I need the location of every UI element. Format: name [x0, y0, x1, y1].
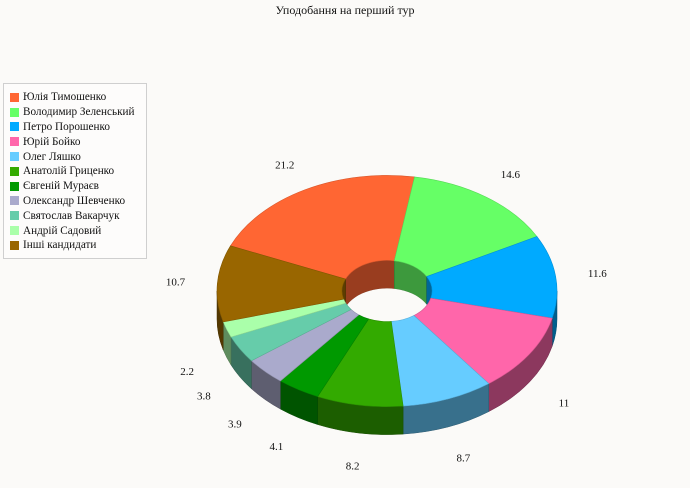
value-label: 8.2: [346, 460, 360, 472]
legend-label: Інші кандидати: [23, 239, 97, 252]
legend-label: Євгеній Мураєв: [23, 180, 99, 193]
legend-item[interactable]: Анатолій Гриценко: [10, 164, 146, 179]
slice-tops: [216, 175, 558, 407]
legend-swatch: [10, 92, 19, 102]
legend-swatch: [10, 226, 19, 236]
legend-item[interactable]: Юрій Бойко: [10, 134, 146, 149]
legend-label: Олег Ляшко: [23, 150, 81, 163]
legend-label: Петро Порошенко: [23, 120, 110, 133]
legend-swatch: [10, 152, 19, 162]
legend-swatch: [10, 211, 19, 221]
legend-label: Юлія Тимошенко: [23, 91, 107, 104]
legend-label: Андрій Садовий: [23, 224, 102, 237]
slice-top[interactable]: [413, 297, 553, 384]
legend-label: Святослав Вакарчук: [23, 209, 120, 222]
legend-label: Олександр Шевченко: [23, 194, 126, 207]
slice-top[interactable]: [216, 245, 347, 323]
legend-item[interactable]: Юлія Тимошенко: [10, 90, 146, 105]
legend-swatch: [10, 196, 19, 206]
legend-item[interactable]: Олександр Шевченко: [10, 194, 146, 209]
legend-swatch: [10, 166, 19, 176]
legend-swatch: [10, 122, 19, 132]
value-label: 2.2: [180, 366, 194, 378]
chart-title: Уподобання на перший тур: [275, 3, 415, 17]
legend-item[interactable]: Андрій Садовий: [10, 223, 146, 238]
legend-item[interactable]: Петро Порошенко: [10, 120, 146, 135]
legend-item[interactable]: Євгеній Мураєв: [10, 179, 146, 194]
legend-item[interactable]: Олег Ляшко: [10, 149, 146, 164]
legend-swatch: [10, 137, 19, 147]
value-label: 11: [559, 397, 570, 409]
value-label: 14.6: [501, 169, 521, 181]
legend-item[interactable]: Інші кандидати: [10, 238, 146, 253]
value-label: 3.8: [197, 391, 211, 403]
legend-swatch: [10, 240, 19, 250]
legend-label: Володимир Зеленський: [23, 106, 135, 119]
slice-top[interactable]: [426, 236, 558, 319]
legend-label: Юрій Бойко: [23, 135, 81, 148]
value-label: 8.7: [456, 452, 470, 464]
legend-swatch: [10, 181, 19, 191]
slice-sides: [216, 290, 558, 435]
slice-top[interactable]: [230, 175, 415, 280]
value-label: 11.6: [588, 268, 607, 280]
value-label: 10.7: [166, 277, 186, 289]
legend-swatch: [10, 107, 19, 117]
legend-item[interactable]: Святослав Вакарчук: [10, 208, 146, 223]
legend: Юлія Тимошенко Володимир Зеленський Петр…: [3, 83, 147, 259]
value-label: 21.2: [275, 160, 294, 172]
slice-top[interactable]: [393, 176, 538, 277]
value-label: 4.1: [269, 441, 283, 453]
value-label: 3.9: [228, 418, 242, 430]
value-labels: 21.2 14.6 11.6 11 8.7 8.2 4.1 3.9 3.8 2.2 10.7: [166, 160, 607, 473]
legend-label: Анатолій Гриценко: [23, 165, 115, 178]
legend-item[interactable]: Володимир Зеленський: [10, 105, 146, 120]
